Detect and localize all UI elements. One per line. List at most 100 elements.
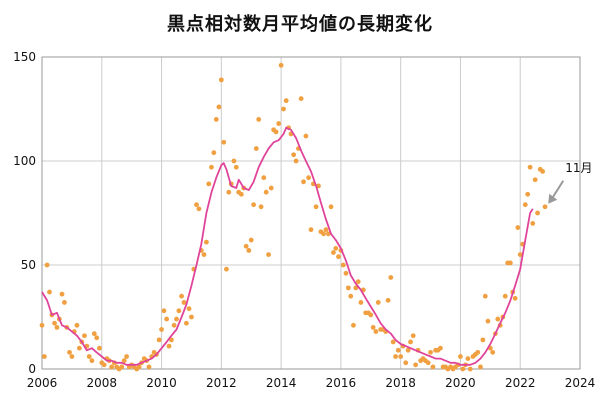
- data-point: [373, 329, 379, 334]
- data-point: [203, 239, 209, 245]
- data-point: [183, 320, 189, 326]
- plot-frame: [41, 56, 581, 370]
- data-point: [340, 262, 346, 268]
- x-tick-label: 2022: [505, 376, 536, 390]
- data-point: [375, 300, 381, 305]
- annotation-arrow: [550, 180, 565, 201]
- data-point: [226, 189, 232, 195]
- data-point: [331, 250, 336, 255]
- data-point: [410, 333, 416, 339]
- smoothed-line: [41, 126, 534, 366]
- data-point: [303, 133, 309, 139]
- data-point: [395, 347, 401, 353]
- data-point: [181, 300, 187, 305]
- x-tick-label: 2014: [266, 376, 297, 390]
- data-point: [246, 248, 252, 253]
- data-point: [263, 189, 269, 195]
- data-point: [164, 316, 170, 322]
- data-point: [256, 117, 262, 122]
- data-point: [525, 191, 531, 197]
- data-point: [276, 121, 282, 126]
- data-point: [313, 204, 319, 210]
- data-point: [430, 364, 436, 370]
- data-point: [74, 322, 80, 328]
- data-point: [385, 297, 391, 303]
- data-point: [535, 210, 540, 216]
- data-point: [146, 364, 152, 370]
- data-point: [121, 358, 127, 364]
- data-point: [82, 333, 87, 339]
- data-point: [398, 354, 404, 359]
- data-point: [224, 266, 229, 272]
- data-point: [527, 164, 533, 170]
- data-point: [194, 202, 199, 208]
- data-point: [109, 364, 115, 370]
- data-point: [306, 175, 312, 181]
- data-point: [76, 345, 82, 351]
- data-point: [54, 325, 60, 330]
- data-point: [189, 314, 194, 320]
- data-point: [408, 339, 413, 345]
- data-point: [196, 206, 202, 212]
- data-point: [333, 245, 339, 251]
- data-point: [251, 202, 257, 208]
- data-point: [293, 158, 299, 164]
- data-point: [166, 343, 172, 349]
- data-point: [460, 366, 466, 372]
- data-point: [44, 262, 50, 268]
- data-point: [62, 300, 67, 305]
- annotation-arrowhead: [548, 193, 558, 204]
- data-point: [490, 349, 496, 355]
- data-point: [438, 345, 443, 351]
- data-point: [358, 300, 364, 305]
- data-point: [512, 295, 518, 301]
- data-point: [91, 331, 97, 337]
- data-point: [258, 204, 264, 210]
- data-point: [291, 152, 297, 158]
- data-point: [119, 364, 125, 370]
- data-point: [89, 358, 95, 364]
- data-point: [238, 191, 244, 197]
- x-tick-label: 2016: [326, 376, 357, 390]
- data-point: [179, 293, 184, 299]
- data-point: [124, 354, 129, 359]
- data-point: [94, 335, 100, 341]
- data-point: [301, 179, 306, 185]
- data-point: [159, 327, 164, 332]
- data-point: [248, 237, 254, 243]
- data-point: [343, 270, 349, 276]
- data-point: [368, 312, 374, 318]
- data-point: [522, 202, 528, 208]
- data-point: [348, 293, 354, 299]
- data-point: [458, 354, 463, 359]
- data-point: [478, 364, 483, 370]
- data-point: [243, 243, 249, 249]
- data-point: [233, 164, 239, 170]
- data-point: [211, 150, 217, 156]
- data-point: [485, 318, 491, 324]
- data-point: [283, 98, 289, 104]
- y-tick-label: 50: [21, 258, 36, 272]
- x-tick-label: 2010: [146, 376, 177, 390]
- data-point: [273, 129, 279, 135]
- data-point: [171, 322, 177, 328]
- data-point: [59, 291, 65, 297]
- data-point: [502, 293, 508, 299]
- x-tick-label: 2020: [445, 376, 476, 390]
- data-point: [532, 177, 538, 183]
- data-point: [69, 354, 75, 359]
- data-point: [67, 349, 72, 355]
- data-point: [268, 185, 274, 191]
- data-point: [206, 181, 212, 187]
- data-point: [355, 279, 361, 285]
- y-tick-label: 0: [28, 362, 36, 376]
- x-tick-label: 2024: [565, 376, 596, 390]
- data-point: [213, 117, 219, 122]
- data-point: [507, 260, 513, 266]
- data-point: [475, 349, 481, 355]
- data-point: [405, 347, 411, 353]
- data-point: [176, 308, 182, 314]
- data-point: [467, 366, 473, 372]
- data-point: [201, 252, 207, 257]
- data-point: [216, 104, 222, 110]
